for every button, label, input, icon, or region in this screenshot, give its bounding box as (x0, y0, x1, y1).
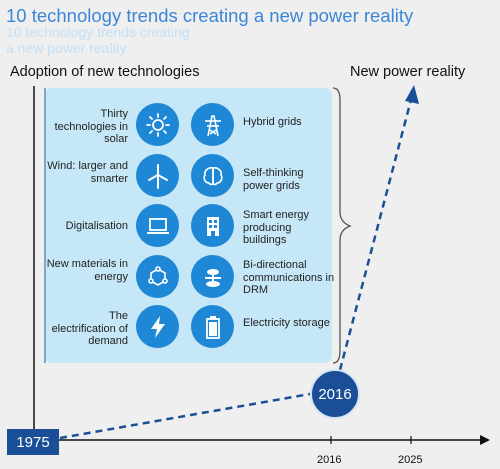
trend-label-electrification: The electrification of demand (51, 310, 128, 347)
tick-label-2016: 2016 (317, 454, 342, 466)
sun-icon (136, 103, 179, 146)
trend-label-smart-buildings: Smart energy producing buildings (243, 209, 310, 246)
ghost-title-line-2: a new power reality (6, 40, 127, 56)
power-tower-icon (191, 103, 234, 146)
trends-panel (44, 88, 332, 363)
tick-label-2025: 2025 (398, 454, 423, 466)
trend-label-materials: New materials in energy (46, 258, 128, 283)
target-heading: New power reality (350, 64, 466, 80)
current-year-marker: 2016 (310, 369, 360, 419)
diagram-title: 10 technology trends creating a new powe… (6, 5, 414, 26)
trend-label-wind: Wind: larger and smarter (47, 160, 128, 185)
battery-icon (191, 305, 234, 348)
trend-label-hybrid-grids: Hybrid grids (243, 116, 302, 128)
wind-turbine-icon (136, 154, 179, 197)
lightning-icon (136, 305, 179, 348)
start-year-marker: 1975 (7, 429, 59, 455)
brain-icon (191, 154, 234, 197)
ghost-title-line-1: 10 technology trends creating (6, 24, 190, 40)
trend-label-storage: Electricity storage (243, 317, 330, 329)
building-icon (191, 204, 234, 247)
trend-label-bidirectional: Bi-directional communications in DRM (243, 259, 335, 296)
trend-label-self-thinking: Self-thinking power grids (243, 167, 304, 192)
molecule-icon (136, 255, 179, 298)
y-axis-heading: Adoption of new technologies (10, 64, 200, 80)
trend-label-digitalisation: Digitalisation (65, 220, 128, 232)
signal-icon (191, 255, 234, 298)
laptop-icon (136, 204, 179, 247)
trend-label-solar: Thirty technologies in solar (54, 108, 128, 145)
panel-edge (44, 88, 46, 363)
